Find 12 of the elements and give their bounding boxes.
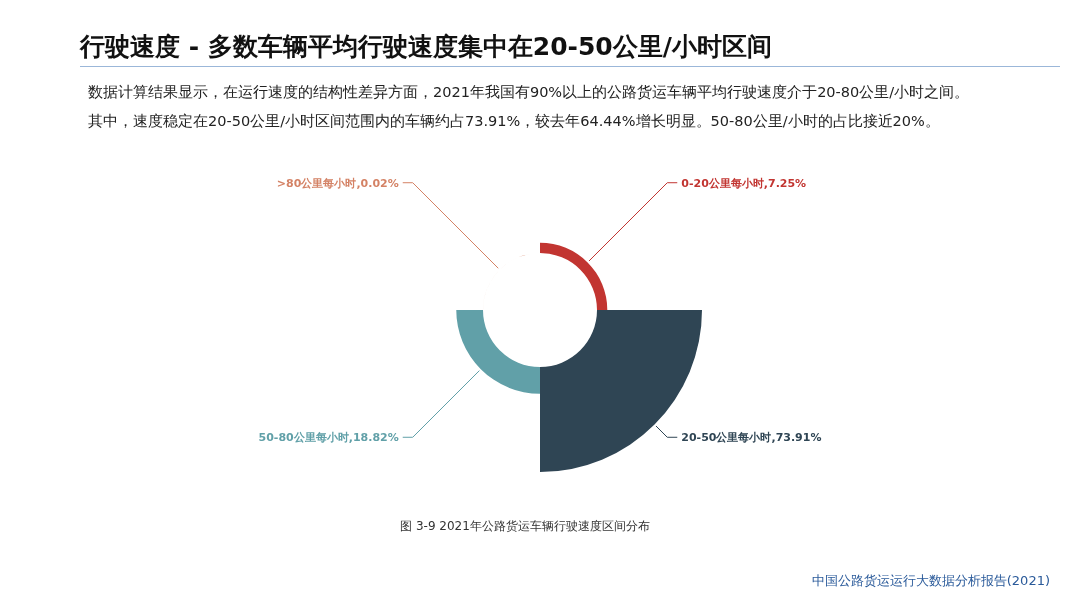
category-label: 50-80公里每小时 [258,431,349,445]
text: 中国公路货运运行大数据分析报告(2021) [811,572,1050,590]
data-label: ,73.91% [771,431,822,445]
data-label: ,0.02% [356,176,399,190]
category-label: >80公里每小时 [276,176,357,190]
category-label: 0-20公里每小时 [681,176,764,190]
text: 行驶速度 - 多数车辆平均行驶速度集中在20-50公里/小时区间 [80,31,772,63]
category-label: 20-50公里每小时 [681,431,772,445]
data-label: ,18.82% [348,431,399,445]
text: 数据计算结果显示，在运行速度的结构性差异方面，2021年我国有90%以上的公路货运车辆平均行驶速度介于20-80公里/小时之间。其中，速度稳定在20-50公里/小时区间范围内的车辆约占73.91%，较去年64.44%增长明显。50-80公里/小时的占比接近20%。 [88,83,971,131]
data-label: ,7.25% [763,176,807,190]
caption: 图 3-9 2021年公路货运车辆行驶速度区间分布 [399,518,651,535]
